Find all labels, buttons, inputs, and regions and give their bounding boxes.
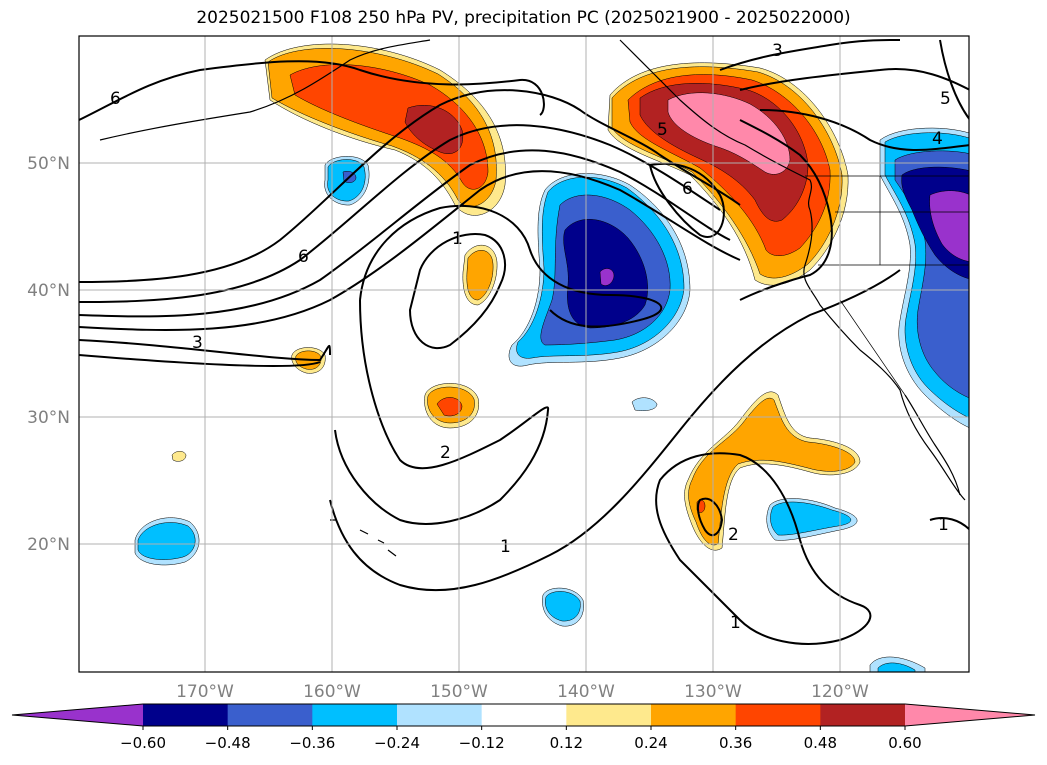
colorbar-segment xyxy=(651,704,737,726)
precip-negative-area xyxy=(929,190,969,262)
pv-contour xyxy=(739,68,969,91)
lon-label: 170°W xyxy=(176,682,234,702)
contour-label: 4 xyxy=(932,129,943,149)
map-title: 2025021500 F108 250 hPa PV, precipitatio… xyxy=(196,8,851,28)
lat-label: 30°N xyxy=(27,408,70,428)
pv-contour xyxy=(79,124,721,303)
contour-label: 3 xyxy=(772,41,783,61)
baja-coast xyxy=(904,394,961,496)
contour-label: 5 xyxy=(657,120,668,140)
map-frame xyxy=(78,35,970,673)
precip-positive-area xyxy=(289,64,489,190)
colorbar-tick-label: −0.24 xyxy=(374,734,420,752)
lat-label: 20°N xyxy=(27,535,70,555)
pv-contour xyxy=(359,204,663,328)
colorbar-segment xyxy=(312,704,398,726)
pv-contour xyxy=(648,162,725,238)
pv-contour xyxy=(79,60,545,121)
colorbar-tick-label: −0.60 xyxy=(120,734,166,752)
alaska-coast xyxy=(99,39,431,141)
contour-label: 6 xyxy=(110,89,121,109)
lat-label: 40°N xyxy=(27,281,70,301)
pv-contour xyxy=(739,119,833,301)
pv-contour xyxy=(929,517,969,531)
precip-negative-area xyxy=(599,268,615,286)
pv-contour xyxy=(79,354,321,367)
contour-label: 1 xyxy=(500,537,511,557)
lon-label: 130°W xyxy=(684,682,742,702)
gridlines xyxy=(79,36,969,672)
colorbar-extend-max xyxy=(905,704,1035,726)
precip-negative-area xyxy=(137,522,196,560)
pv-contour xyxy=(696,497,724,537)
colorbar-tick-label: 0.24 xyxy=(634,734,667,752)
contour-label: 6 xyxy=(298,247,309,267)
colorbar: −0.60 −0.48 −0.36 −0.24 −0.12 0.12 0.24 0.36 0.4… xyxy=(11,703,1036,752)
lat-labels: 50°N 40°N 30°N 20°N xyxy=(27,154,70,555)
pv-contour xyxy=(79,149,731,318)
contour-label: 6 xyxy=(682,179,693,199)
lon-labels: 170°W 160°W 150°W 140°W 130°W 120°W xyxy=(176,682,869,702)
precip-positive-area xyxy=(466,250,494,301)
colorbar-segment xyxy=(397,704,483,726)
precip-negative-area xyxy=(545,591,581,622)
colorbar-tick-label: −0.36 xyxy=(289,734,335,752)
lon-label: 140°W xyxy=(557,682,615,702)
border-states xyxy=(818,176,969,396)
pv-contour xyxy=(719,39,901,71)
contour-label: 5 xyxy=(940,89,951,109)
colorbar-extend-min xyxy=(12,704,143,726)
precip-shading xyxy=(134,43,969,672)
contour-label: 3 xyxy=(192,333,203,353)
contour-label: 2 xyxy=(728,525,739,545)
precip-negative-area xyxy=(877,662,916,672)
colorbar-tick-label: 0.48 xyxy=(804,734,837,752)
contour-label: 2 xyxy=(440,443,451,463)
lon-label: 160°W xyxy=(303,682,361,702)
colorbar-segment xyxy=(143,704,229,726)
colorbar-segment xyxy=(820,704,906,726)
precip-positive-area xyxy=(436,397,463,417)
colorbar-segment xyxy=(735,704,821,726)
contour-label: 1 xyxy=(730,613,741,633)
contour-label: 1 xyxy=(452,229,463,249)
colorbar-segment xyxy=(227,704,313,726)
precip-negative-area xyxy=(631,397,658,411)
colorbar-segment xyxy=(481,704,567,726)
colorbar-tick-label: 0.36 xyxy=(719,734,752,752)
precip-positive-area xyxy=(171,451,187,462)
map-panel: 6 6 3 1 2 1 1 5 6 3 5 4 2 1 xyxy=(79,36,969,672)
colorbar-tick-label: 0.12 xyxy=(550,734,583,752)
colorbar-segment xyxy=(566,704,652,726)
pv-contour xyxy=(79,339,331,362)
lon-label: 120°W xyxy=(811,682,869,702)
hawaii-islands xyxy=(330,519,397,557)
coastlines xyxy=(99,39,969,557)
colorbar-tick-label: −0.48 xyxy=(205,734,251,752)
pv-contour xyxy=(759,109,969,151)
contour-label: 1 xyxy=(938,515,949,535)
pv-contours xyxy=(79,39,969,645)
pv-contour xyxy=(655,452,872,645)
lon-label: 150°W xyxy=(430,682,488,702)
contour-labels: 6 6 3 1 2 1 1 5 6 3 5 4 2 1 xyxy=(110,41,951,633)
us-west-coast xyxy=(803,209,966,501)
pv-contour xyxy=(334,299,550,525)
pv-contour xyxy=(329,269,901,592)
pv-contour xyxy=(79,89,741,283)
colorbar-tick-label: 0.60 xyxy=(888,734,921,752)
canada-coast xyxy=(619,39,813,211)
colorbar-tick-label: −0.12 xyxy=(459,734,505,752)
lat-label: 50°N xyxy=(27,154,70,174)
pv-contour xyxy=(939,39,969,121)
